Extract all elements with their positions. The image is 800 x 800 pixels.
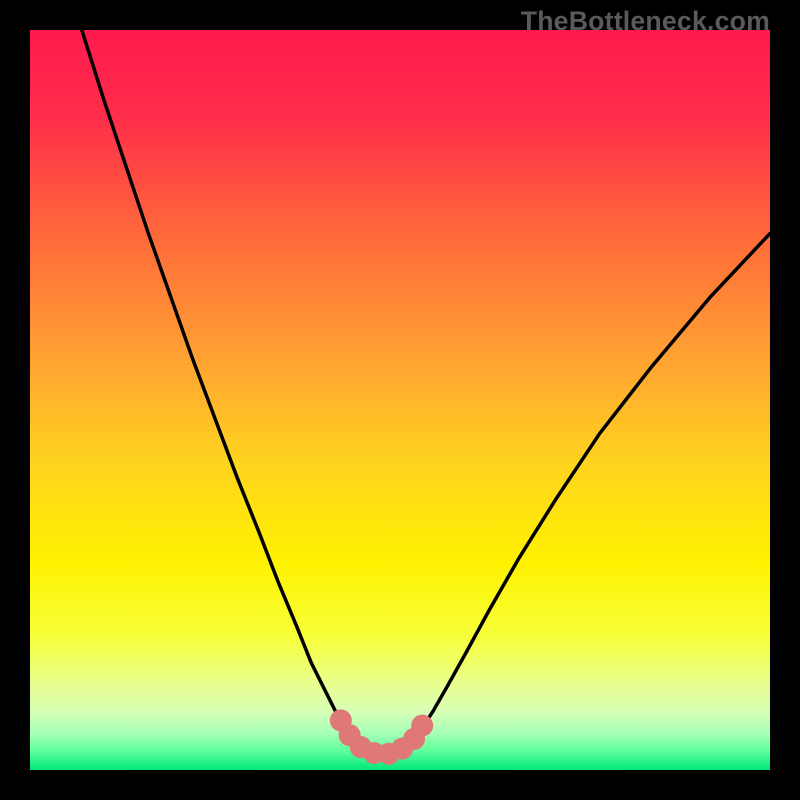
watermark-text: TheBottleneck.com <box>521 6 770 37</box>
trough-marker <box>411 715 433 737</box>
gradient-background <box>30 30 770 770</box>
plot-area <box>30 30 770 770</box>
chart-frame: TheBottleneck.com <box>0 0 800 800</box>
bottleneck-curve-chart <box>30 30 770 770</box>
